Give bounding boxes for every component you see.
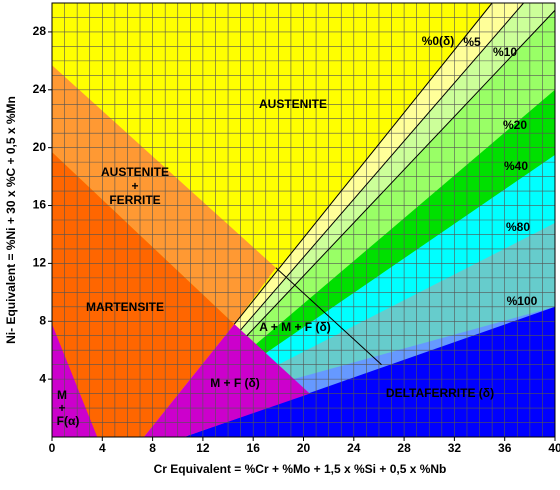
- y-tick-label: 8: [39, 313, 46, 327]
- region: [52, 152, 235, 438]
- region-label: M: [57, 388, 67, 402]
- region-label: %40: [504, 159, 528, 173]
- boundary-line: [246, 9, 556, 337]
- x-tick-label: 4: [99, 441, 106, 455]
- region: [143, 324, 310, 437]
- region-label: FERRITE: [109, 193, 160, 207]
- y-tick-label: 24: [33, 82, 47, 96]
- boundary-line: [240, 2, 524, 331]
- x-tick-label: 24: [347, 441, 361, 455]
- region-label: F(α): [57, 414, 80, 428]
- boundary-line: [275, 267, 382, 366]
- x-tick-label: 16: [247, 441, 261, 455]
- boundary-line: [233, 2, 493, 325]
- region-label: MARTENSITE: [86, 300, 164, 314]
- region-label: AUSTENITE: [101, 165, 169, 179]
- y-tick-label: 12: [33, 256, 47, 270]
- y-tick-label: 16: [33, 198, 47, 212]
- y-tick-label: 20: [33, 140, 47, 154]
- x-tick-label: 0: [49, 441, 56, 455]
- x-tick-label: 8: [149, 441, 156, 455]
- x-tick-label: 36: [498, 441, 512, 455]
- x-tick-label: 40: [548, 441, 560, 455]
- region-label: AUSTENITE: [259, 97, 327, 111]
- y-tick-label: 4: [39, 371, 46, 385]
- region-label: DELTAFERRITE (δ): [386, 386, 494, 400]
- x-tick-label: 12: [196, 441, 210, 455]
- y-tick-label: 28: [33, 24, 47, 38]
- x-tick-label: 28: [397, 441, 411, 455]
- region-label: +: [58, 401, 65, 415]
- x-tick-label: 20: [297, 441, 311, 455]
- region-label: +: [131, 179, 138, 193]
- region-label: %20: [503, 118, 527, 132]
- region-label: %80: [506, 220, 530, 234]
- region-label: M + F (δ): [210, 376, 260, 390]
- region-label: A + M + F (δ): [259, 320, 331, 334]
- region-label: %100: [507, 294, 538, 308]
- y-axis-label: Ni- Equivalent = %Ni + 30 x %C + 0,5 x %…: [4, 96, 18, 344]
- region-label: %10: [493, 45, 517, 59]
- x-axis-label: Cr Equivalent = %Cr + %Mo + 1,5 x %Si + …: [154, 462, 447, 476]
- region-label: %0(δ): [422, 34, 455, 48]
- region-label: %5: [463, 35, 481, 49]
- region: [52, 65, 276, 325]
- region: [52, 324, 98, 437]
- x-tick-label: 32: [448, 441, 462, 455]
